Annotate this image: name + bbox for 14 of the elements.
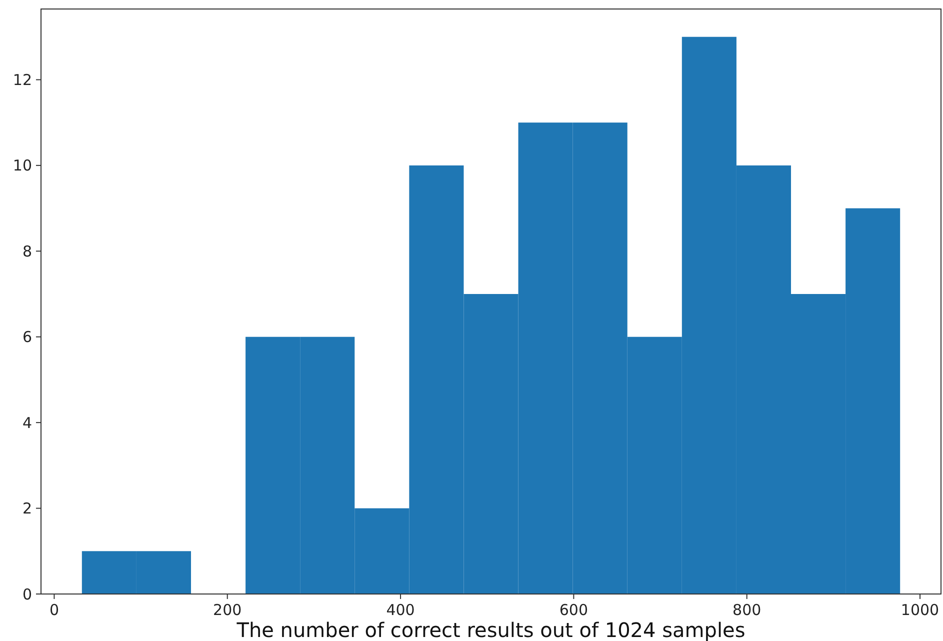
x-tick-label: 0 xyxy=(49,601,59,619)
y-tick-label: 12 xyxy=(12,70,32,89)
y-tick-label: 4 xyxy=(22,414,32,432)
x-tick-label: 200 xyxy=(213,601,242,619)
y-tick-label: 0 xyxy=(22,585,32,604)
x-tick-label: 600 xyxy=(559,601,588,619)
x-tick-label: 1000 xyxy=(900,601,940,619)
x-axis-title: The number of correct results out of 1024 samples xyxy=(236,618,746,641)
y-tick-label: 8 xyxy=(22,242,32,260)
y-tick-label: 10 xyxy=(12,156,32,175)
y-tick-label: 6 xyxy=(22,328,32,346)
x-tick-label: 800 xyxy=(732,601,762,619)
y-tick-label: 2 xyxy=(22,500,32,518)
x-tick-label: 400 xyxy=(386,601,415,619)
